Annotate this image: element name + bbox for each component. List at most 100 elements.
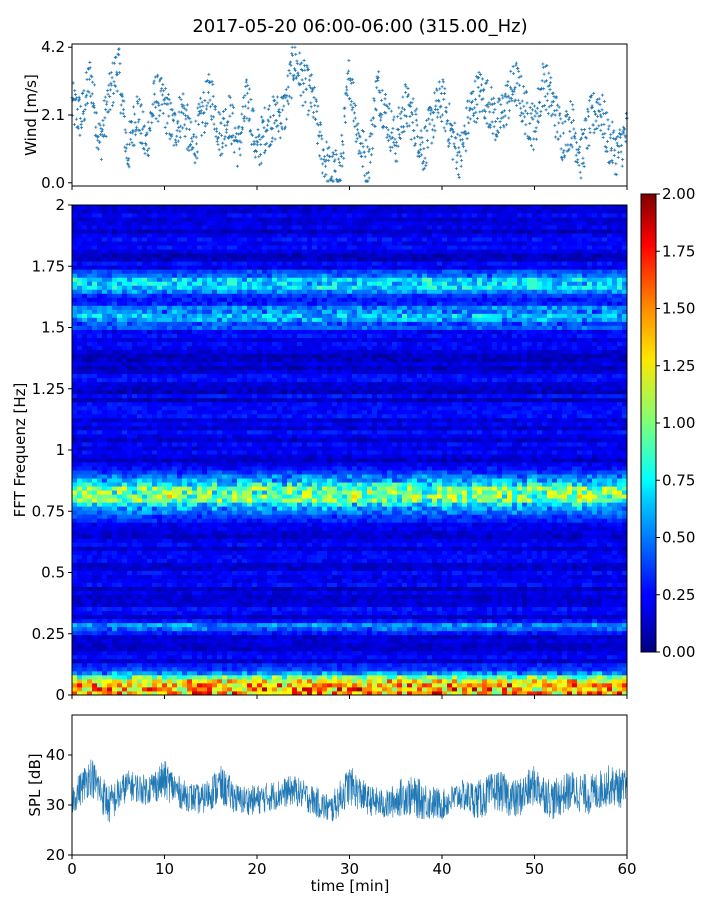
heatmap-cell (387, 622, 393, 628)
heatmap-cell (422, 570, 428, 575)
heatmap-cell (87, 570, 93, 575)
wind-point (161, 111, 165, 115)
heatmap-cell (247, 638, 253, 644)
heatmap-cell (252, 678, 258, 684)
heatmap-cell (307, 566, 313, 571)
heatmap-cell (287, 646, 293, 652)
heatmap-cell (282, 594, 288, 600)
heatmap-cell (572, 658, 578, 664)
heatmap-cell (562, 598, 568, 604)
heatmap-cell (322, 682, 328, 688)
heatmap-cell (522, 670, 528, 676)
heatmap-cell (187, 566, 193, 571)
heatmap-cell (562, 658, 568, 664)
heatmap-cell (77, 614, 83, 620)
heatmap-cell (172, 622, 178, 628)
heatmap-cell (487, 634, 493, 640)
heatmap-cell (192, 654, 198, 660)
heatmap-cell (562, 614, 568, 620)
heatmap-cell (287, 602, 293, 608)
heatmap-cell (162, 682, 168, 688)
heatmap-cell (387, 582, 393, 587)
heatmap-cell (297, 638, 303, 644)
heatmap-cell (522, 674, 528, 680)
heatmap-cell (262, 686, 268, 692)
heatmap-cell (202, 626, 208, 632)
heatmap-cell (182, 674, 188, 680)
heatmap-cell (562, 686, 568, 692)
heatmap-cell (492, 662, 498, 668)
heatmap-cell (127, 630, 133, 636)
heatmap-cell (437, 646, 443, 652)
heatmap-cell (332, 658, 338, 664)
heatmap-cell (547, 614, 553, 620)
heatmap-cell (512, 570, 518, 575)
heatmap-cell (557, 642, 563, 648)
heatmap-cell (277, 674, 283, 680)
heatmap-cell (602, 582, 608, 587)
wind-point (74, 97, 78, 101)
heatmap-cell (552, 578, 558, 583)
heatmap-cell (187, 666, 193, 672)
heatmap-cell (387, 594, 393, 600)
heatmap-cell (162, 646, 168, 652)
heatmap-cell (427, 686, 433, 692)
heatmap-cell (482, 646, 488, 652)
heatmap-cell (522, 598, 528, 604)
heatmap-cell (332, 654, 338, 660)
heatmap-cell (257, 670, 263, 676)
heatmap-cell (102, 582, 108, 587)
heatmap-cell (277, 570, 283, 575)
heatmap-cell (507, 614, 513, 620)
heatmap-cell (297, 570, 303, 575)
heatmap-cell (557, 622, 563, 628)
heatmap-cell (142, 650, 148, 656)
heatmap-cell (587, 582, 593, 587)
heatmap-cell (597, 622, 603, 628)
heatmap-cell (132, 658, 138, 664)
heatmap-cell (197, 634, 203, 640)
heatmap-cell (282, 590, 288, 595)
heatmap-cell (112, 578, 118, 583)
heatmap-cell (412, 638, 418, 644)
heatmap-cell (97, 622, 103, 628)
heatmap-cell (437, 678, 443, 684)
heatmap-cell (447, 586, 453, 591)
heatmap-cell (497, 634, 503, 640)
heatmap-cell (562, 674, 568, 680)
heatmap-cell (372, 630, 378, 636)
heatmap-cell (182, 578, 188, 583)
heatmap-cell (147, 598, 153, 604)
heatmap-cell (342, 586, 348, 591)
heatmap-cell (532, 570, 538, 575)
heatmap-cell (252, 638, 258, 644)
heatmap-cell (377, 678, 383, 684)
heatmap-cell (567, 674, 573, 680)
heatmap-cell (87, 654, 93, 660)
wind-point (127, 157, 131, 161)
heatmap-cell (592, 642, 598, 648)
wind-point (135, 125, 139, 129)
heatmap-cell (372, 598, 378, 604)
heatmap-cell (132, 606, 138, 612)
heatmap-cell (597, 662, 603, 668)
heatmap-cell (507, 602, 513, 608)
heatmap-cell (542, 658, 548, 664)
heatmap-cell (172, 590, 178, 595)
heatmap-cell (257, 674, 263, 680)
heatmap-cell (212, 566, 218, 571)
heatmap-cell (512, 586, 518, 591)
heatmap-cell (197, 686, 203, 692)
heatmap-cell (572, 630, 578, 636)
heatmap-cell (292, 594, 298, 600)
heatmap-cell (102, 646, 108, 652)
heatmap-cell (557, 666, 563, 672)
heatmap-cell (117, 590, 123, 595)
heatmap-cell (92, 590, 98, 595)
heatmap-cell (602, 606, 608, 612)
heatmap-cell (122, 638, 128, 644)
heatmap-cell (307, 598, 313, 604)
heatmap-cell (122, 582, 128, 587)
heatmap-cell (102, 670, 108, 676)
heatmap-cell (537, 630, 543, 636)
